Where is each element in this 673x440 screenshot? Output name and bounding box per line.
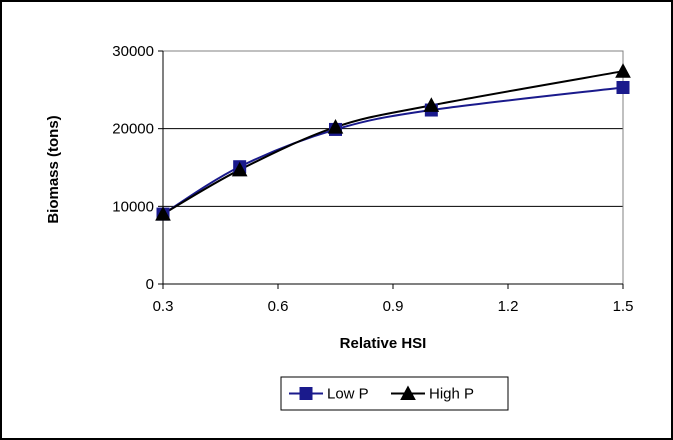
y-tick-label: 0 bbox=[146, 276, 154, 293]
y-tick-label: 30000 bbox=[112, 43, 154, 60]
x-tick-label: 1.5 bbox=[613, 298, 634, 315]
x-axis-title: Relative HSI bbox=[340, 335, 427, 352]
legend-label-low-p: Low P bbox=[327, 386, 369, 403]
data-point-low-p bbox=[616, 81, 630, 95]
legend: Low P High P bbox=[280, 376, 509, 411]
markers bbox=[155, 63, 631, 221]
axes bbox=[158, 50, 624, 289]
legend-marker-low-p bbox=[299, 387, 313, 400]
data-point-high-p bbox=[423, 97, 440, 112]
series-line-high-p bbox=[162, 70, 624, 215]
legend-label-high-p: High P bbox=[429, 386, 474, 403]
x-tick-label: 1.2 bbox=[498, 298, 519, 315]
series-lines bbox=[162, 70, 624, 215]
legend-marker-high-p bbox=[400, 385, 416, 400]
data-point-high-p bbox=[231, 161, 248, 177]
gridlines bbox=[163, 50, 623, 207]
y-tick-label: 20000 bbox=[112, 121, 154, 138]
data-point-high-p bbox=[615, 63, 631, 78]
series-line-low-p bbox=[162, 86, 624, 215]
data-point-high-p bbox=[155, 206, 171, 221]
plot-area bbox=[162, 50, 624, 285]
data-point-high-p bbox=[327, 119, 344, 134]
y-tick-label: 10000 bbox=[112, 198, 154, 215]
x-tick-label: 0.9 bbox=[383, 298, 404, 315]
y-axis-title: Biomass (tons) bbox=[45, 115, 62, 223]
x-tick-label: 0.3 bbox=[153, 298, 174, 315]
x-tick-label: 0.6 bbox=[268, 298, 289, 315]
tick-labels: 0 10000 20000 30000 0.3 0.6 0.9 1.2 1.5 bbox=[112, 43, 633, 315]
